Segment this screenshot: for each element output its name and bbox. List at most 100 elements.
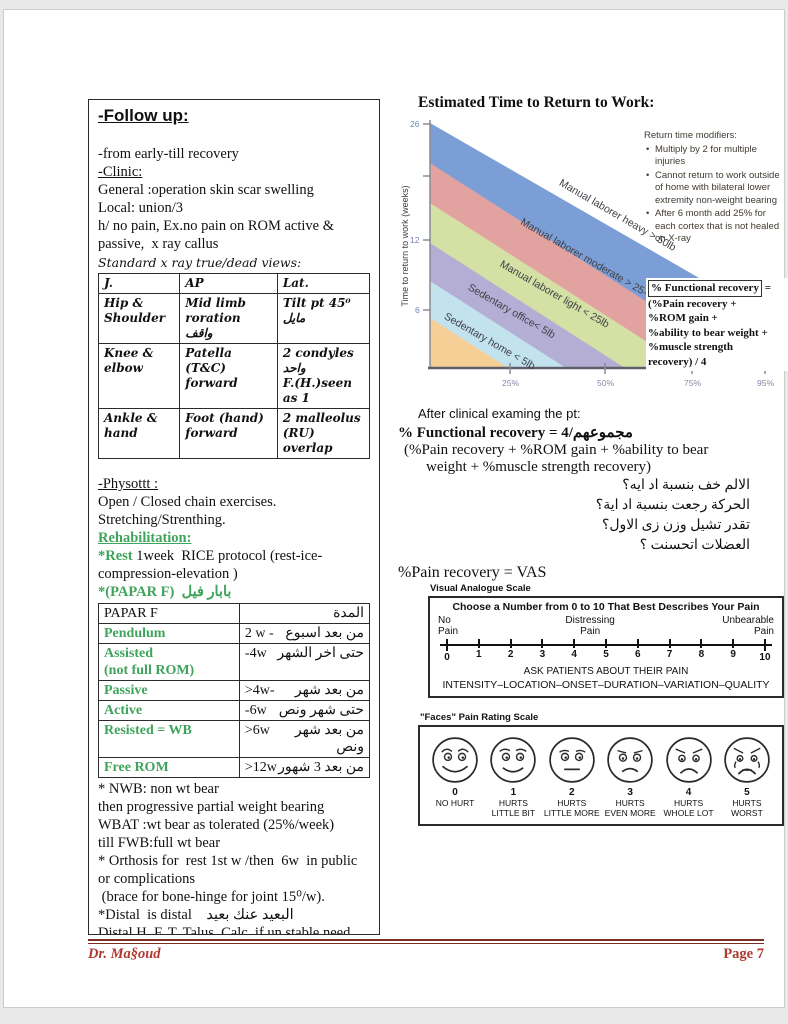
face-item-4: 4 HURTS WHOLE LOT: [660, 735, 718, 818]
formula-line: %ability to bear weight +: [648, 326, 768, 339]
pain-recovery-line: %Pain recovery = VAS: [398, 564, 547, 581]
note-line: till FWB:full wt bear: [98, 835, 221, 851]
table-row: Active -6w حتى شهر ونص: [98, 700, 371, 721]
face-item-2: 2 HURTS LITTLE MORE: [543, 735, 601, 818]
vas-number: 7: [666, 649, 673, 660]
table-cell: >4w- من بعد شهر: [238, 680, 371, 701]
physo-line: Stretching/Strenthing.: [98, 512, 226, 528]
modifier-item: After 6 month add 25% for each cortex th…: [644, 208, 786, 246]
xray-views-table: J. AP Lat. Hip & Shoulder Mid limb rorat…: [97, 273, 371, 459]
y-axis-label: Time to return to work (weeks): [400, 185, 410, 306]
column-header: PAPAR F: [98, 603, 240, 624]
visual-analogue-scale: Choose a Number from 0 to 10 That Best D…: [428, 596, 784, 698]
modifier-item: Multiply by 2 for multiple injuries: [644, 144, 786, 169]
intro-line: -from early-till recovery: [98, 146, 239, 162]
table-row: Resisted = WB >6w من بعد شهر ونص: [98, 720, 371, 758]
face-3-hurts-even-more-icon: [607, 737, 653, 783]
table-cell: Knee & elbow: [97, 343, 181, 409]
table-row: Passive >4w- من بعد شهر: [98, 680, 371, 701]
face-number: 4: [685, 787, 692, 798]
band-lowest: [430, 318, 508, 368]
fr-components-line: (%Pain recovery + %ROM gain + %ability t…: [404, 442, 709, 458]
modifiers-title: Return time modifiers:: [644, 130, 737, 141]
vas-number: 9: [730, 649, 736, 660]
table-row: Ankle & hand Foot (hand) forward 2 malle…: [97, 408, 371, 459]
note-line: then progressive partial weight bearing: [98, 799, 325, 815]
x-tick-label: 95%: [757, 378, 774, 388]
table-cell: Passive: [98, 680, 240, 701]
formula-line: %muscle strength: [648, 341, 734, 353]
vas-anchor-distressing: Distressing Pain: [565, 615, 615, 637]
face-label: HURTS WORST: [731, 798, 763, 818]
return-to-work-chart: 26 12 6 25% 50% 75% 95% Time to return t…: [398, 116, 788, 398]
functional-recovery-formula: % Functional recovery = (%Pain recovery …: [646, 278, 788, 371]
face-number: 2: [569, 787, 575, 798]
vas-scale: 0 1 2 3 4 5 6 7 8 9 10: [440, 639, 772, 663]
clinic-line: passive, x ray callus: [98, 236, 219, 252]
arabic-question: تقدر تشيل وزن زى الاول؟: [601, 518, 750, 533]
clinic-line: h/ no pain, Ex.no pain on ROM active &: [98, 218, 334, 234]
arabic-question: الالم خف بنسبة اد ايه؟: [622, 478, 750, 493]
distal-line: *Distal is distal البعيد عنك بعيد: [98, 907, 294, 923]
table-cell: Assisted (not full ROM): [98, 643, 240, 681]
table-row: Free ROM >12w من بعد 3 شهور: [98, 757, 371, 778]
table-cell: Patella (T&C) forward: [179, 343, 278, 409]
column-header: AP: [179, 273, 278, 294]
modifier-item: Cannot return to work outside of home wi…: [644, 170, 786, 208]
papar-table: PAPAR F المدة Pendulum 2 w - من بعد اسبوع…: [98, 603, 371, 778]
vas-number: 6: [635, 649, 641, 660]
face-item-1: 1 HURTS LITTLE BIT: [484, 735, 542, 818]
table-cell: Ankle & hand: [97, 408, 181, 459]
vas-number: 8: [698, 649, 705, 660]
face-2-hurts-little-more-icon: [549, 737, 595, 783]
follow-up-panel: -Follow up: -from early-till recovery -C…: [88, 99, 380, 935]
table-cell: Tilt pt 45⁰ مايل: [276, 293, 371, 344]
face-number: 1: [510, 787, 517, 798]
table-cell: >6w من بعد شهر ونص: [238, 720, 371, 758]
table-row: J. AP Lat.: [97, 273, 371, 294]
y-tick-label: 12: [410, 235, 420, 245]
vas-label: Visual Analogue Scale: [430, 583, 531, 594]
face-item-5: 5 HURTS WORST: [718, 735, 776, 818]
papar-line: *(PAPAR F) بابار فيل: [98, 583, 370, 601]
table-cell: -6w حتى شهر ونص: [238, 700, 371, 721]
note-line: * NWB: non wt bear: [98, 781, 219, 797]
table-cell: Free ROM: [98, 757, 240, 778]
table-row: Hip & Shoulder Mid limb roration واقف Ti…: [97, 293, 371, 344]
vas-number: 10: [759, 652, 771, 663]
table-cell: Foot (hand) forward: [179, 408, 278, 459]
formula-line: %ROM gain +: [648, 312, 718, 324]
table-cell: Pendulum: [98, 623, 240, 644]
face-label: HURTS WHOLE LOT: [663, 798, 714, 818]
table-cell: >12w من بعد 3 شهور: [238, 757, 371, 778]
page-footer: Dr. Ma§oud Page 7: [88, 939, 764, 963]
vas-anchor-no-pain: No Pain: [438, 615, 459, 637]
footer-author: Dr. Ma§oud: [88, 946, 161, 962]
note-line: or complications: [98, 871, 196, 887]
table-cell: Mid limb roration واقف: [179, 293, 278, 344]
vas-number: 3: [539, 649, 546, 660]
vas-number: 1: [476, 649, 482, 660]
xray-caption: Standard x ray true/dead views:: [98, 255, 302, 270]
x-tick-label: 25%: [502, 378, 519, 388]
papar-arabic: بابار فيل: [181, 584, 232, 600]
faces-pain-rating-scale: 0 NO HURT 1 HURTS LITTLE BIT: [418, 725, 784, 826]
return-time-modifiers: Return time modifiers: Multiply by 2 for…: [644, 130, 786, 246]
rehab-heading: Rehabilitation:: [98, 530, 192, 546]
y-tick-label: 6: [415, 305, 420, 315]
chart-title: Estimated Time to Return to Work:: [418, 94, 655, 111]
column-header: المدة: [238, 603, 371, 624]
right-column: Estimated Time to Return to Work:: [398, 90, 788, 826]
after-clinical-line: After clinical examing the pt:: [418, 406, 581, 421]
footer-divider: [88, 939, 764, 944]
table-row: Pendulum 2 w - من بعد اسبوع: [98, 623, 371, 644]
face-0-no-hurt-icon: [432, 737, 478, 783]
formula-boxed-term: % Functional recovery: [648, 280, 762, 297]
face-label: HURTS LITTLE MORE: [543, 798, 600, 818]
vas-ask-line: ASK PATIENTS ABOUT THEIR PAIN: [523, 666, 689, 677]
vas-number: 0: [444, 652, 450, 663]
arabic-question: العضلات اتحسنت ؟: [639, 538, 750, 553]
note-line: * Orthosis for rest 1st w /then 6w in pu…: [98, 853, 358, 869]
x-tick-label: 75%: [684, 378, 701, 388]
